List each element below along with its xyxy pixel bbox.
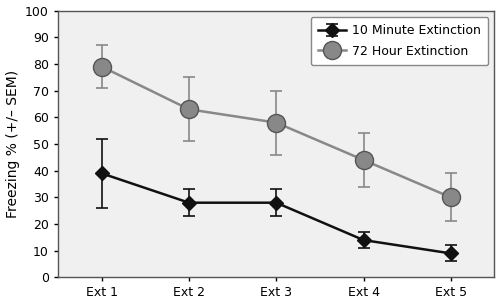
Y-axis label: Freezing % (+/– SEM): Freezing % (+/– SEM) [6,70,20,218]
Legend: 10 Minute Extinction, 72 Hour Extinction: 10 Minute Extinction, 72 Hour Extinction [310,17,488,65]
